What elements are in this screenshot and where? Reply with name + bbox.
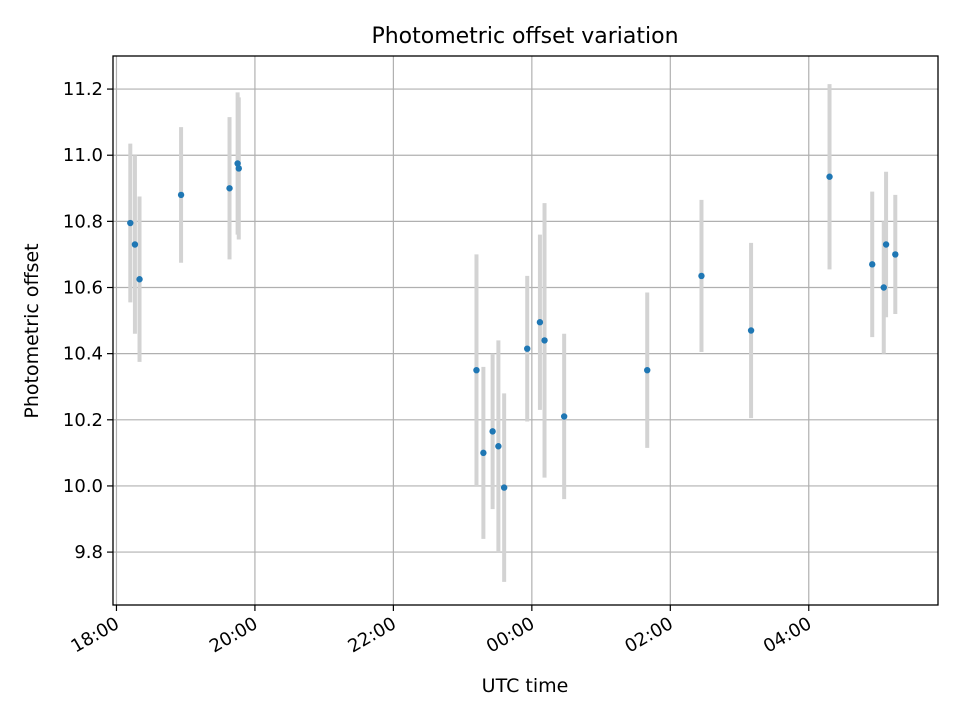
x-tick-label: 20:00 xyxy=(206,613,261,657)
y-tick-label: 10.2 xyxy=(63,410,103,431)
y-tick-label: 11.2 xyxy=(63,79,103,100)
data-point xyxy=(235,165,242,172)
data-point xyxy=(500,484,508,491)
data-point xyxy=(536,319,544,326)
y-tick-label: 9.8 xyxy=(74,542,103,563)
data-point xyxy=(177,191,185,199)
data-point xyxy=(495,443,502,450)
data-point xyxy=(226,185,233,192)
error-bars xyxy=(128,84,898,582)
grid xyxy=(113,56,938,605)
x-tick-label: 18:00 xyxy=(68,613,123,657)
y-tick-label: 10.6 xyxy=(63,278,103,299)
data-point xyxy=(892,251,899,258)
data-point xyxy=(541,337,548,344)
y-axis-label: Photometric offset xyxy=(21,243,43,418)
data-point xyxy=(473,366,480,374)
data-point xyxy=(524,345,531,352)
data-point xyxy=(882,241,890,248)
data-point xyxy=(489,428,496,435)
chart-title: Photometric offset variation xyxy=(371,24,678,49)
data-point xyxy=(127,219,134,227)
x-axis-label: UTC time xyxy=(482,675,569,697)
data-point xyxy=(747,327,755,334)
x-tick-label: 00:00 xyxy=(483,613,538,657)
x-tick-label: 22:00 xyxy=(344,613,399,657)
data-point xyxy=(480,449,487,457)
y-tick-label: 11.0 xyxy=(63,145,103,166)
data-point xyxy=(826,173,833,180)
data-point xyxy=(131,241,139,248)
data-point xyxy=(136,276,143,283)
plot-frame xyxy=(112,55,939,606)
data-point xyxy=(644,366,651,374)
y-tick-label: 10.8 xyxy=(63,211,103,232)
x-axis-ticks: 18:00 20:00 22:00 00:00 02:00 04:00 xyxy=(68,605,815,657)
x-tick-label: 04:00 xyxy=(760,613,815,657)
data-point xyxy=(234,160,241,167)
x-tick-label: 02:00 xyxy=(621,613,676,657)
data-point xyxy=(698,272,705,280)
data-point xyxy=(869,261,876,268)
data-point xyxy=(880,284,887,291)
y-tick-label: 10.0 xyxy=(63,476,103,497)
y-axis-ticks: 9.8 10.0 10.2 10.4 10.6 10.8 11.0 11.2 xyxy=(63,79,113,563)
data-point xyxy=(560,413,568,420)
y-tick-label: 10.4 xyxy=(63,344,103,365)
data-points xyxy=(127,160,899,491)
